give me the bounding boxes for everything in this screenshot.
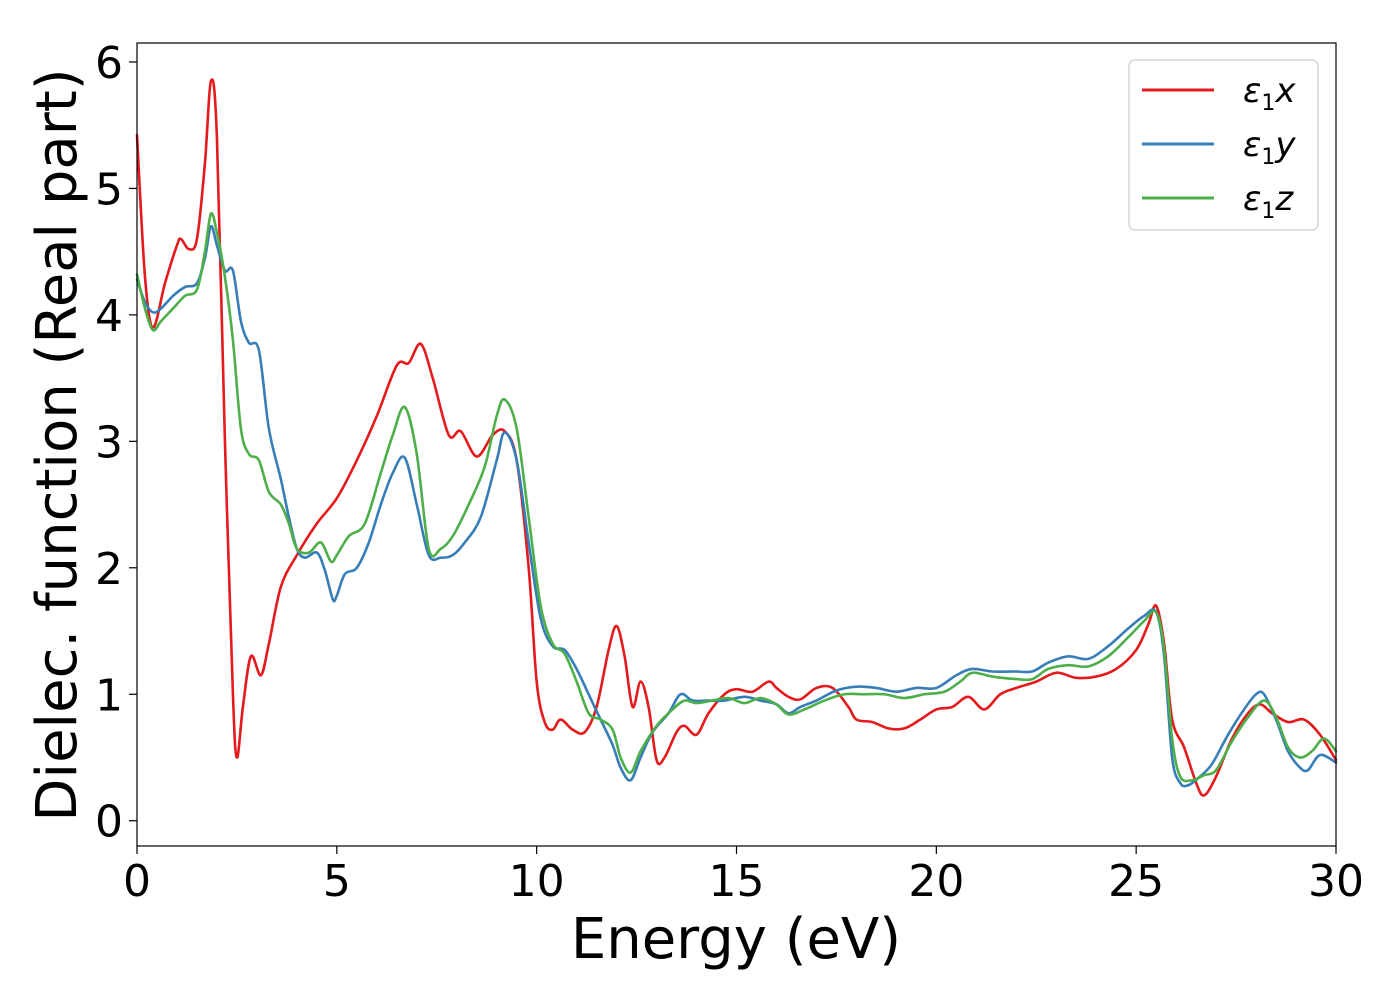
x-tick-label: 15 — [709, 856, 765, 907]
x-axis-ticks: 0 5 10 15 20 25 30 — [123, 846, 1364, 907]
x-tick-label: 0 — [123, 856, 151, 907]
y-axis-ticks: 0 1 2 3 4 5 6 — [95, 38, 137, 848]
x-tick-label: 25 — [1108, 856, 1164, 907]
series-line-x — [135, 78, 1338, 797]
y-tick-label: 4 — [95, 291, 123, 342]
y-tick-label: 0 — [95, 797, 123, 848]
series-layer — [135, 78, 1338, 797]
x-axis-label: Energy (eV) — [571, 907, 901, 972]
y-tick-label: 3 — [95, 417, 123, 468]
x-tick-label: 10 — [509, 856, 565, 907]
legend-frame — [1128, 59, 1319, 231]
x-tick-label: 20 — [908, 856, 964, 907]
y-tick-label: 2 — [95, 544, 123, 595]
legend-label-z: ε1z — [1243, 179, 1294, 224]
y-axis-label: Dielec. function (Real part) — [25, 68, 90, 821]
x-tick-label: 5 — [323, 856, 351, 907]
legend-label-y: ε1y — [1243, 125, 1296, 170]
y-tick-label: 5 — [95, 164, 123, 215]
legend-label-x: ε1x — [1243, 71, 1296, 116]
x-tick-label: 30 — [1308, 856, 1364, 907]
legend: ε1x ε1y ε1z — [1128, 59, 1319, 231]
series-line-z — [135, 211, 1338, 783]
y-tick-label: 1 — [95, 670, 123, 721]
y-tick-label: 6 — [95, 38, 123, 89]
